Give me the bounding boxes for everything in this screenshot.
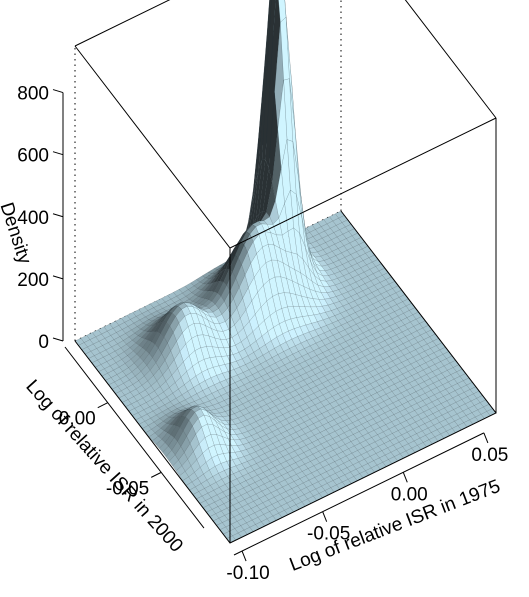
x-tick-mark bbox=[483, 432, 489, 444]
z-tick-label: 600 bbox=[17, 146, 49, 167]
density-surface bbox=[74, 0, 497, 544]
z-tick-mark bbox=[52, 275, 64, 280]
box-top-back-edge bbox=[74, 0, 497, 119]
x-axis: -0.10 -0.05 0.00 0.05 bbox=[226, 432, 508, 584]
x-tick-label: 0.05 bbox=[471, 445, 508, 466]
y-axis-line bbox=[64, 346, 205, 529]
z-tick-label: 200 bbox=[17, 270, 49, 291]
x-tick-mark bbox=[402, 472, 408, 483]
z-axis: 0 200 400 600 800 bbox=[17, 84, 64, 353]
z-tick-label: 800 bbox=[17, 84, 49, 105]
y-tick-label: 0.00 bbox=[59, 409, 96, 430]
z-tick-label: 0 bbox=[38, 332, 49, 353]
back-box-lines bbox=[74, 0, 497, 342]
y-tick-mark bbox=[97, 402, 108, 409]
x-tick-mark bbox=[322, 511, 328, 522]
y-axis: 0.00 -0.05 bbox=[59, 346, 205, 529]
x-axis-line bbox=[233, 432, 485, 556]
x-tick-label: 0.00 bbox=[391, 484, 428, 505]
z-tick-mark bbox=[52, 89, 64, 94]
z-tick-mark bbox=[52, 337, 64, 342]
x-tick-mark bbox=[241, 550, 247, 562]
z-tick-mark bbox=[52, 151, 64, 156]
z-tick-label: 400 bbox=[17, 208, 49, 229]
x-tick-label: -0.10 bbox=[226, 563, 269, 584]
box-floor-front-edge bbox=[74, 210, 497, 544]
x-tick-label: -0.05 bbox=[307, 524, 350, 545]
z-tick-mark bbox=[52, 213, 64, 218]
y-tick-mark bbox=[150, 471, 162, 478]
y-tick-label: -0.05 bbox=[106, 478, 149, 499]
front-box-lines bbox=[74, 45, 497, 544]
